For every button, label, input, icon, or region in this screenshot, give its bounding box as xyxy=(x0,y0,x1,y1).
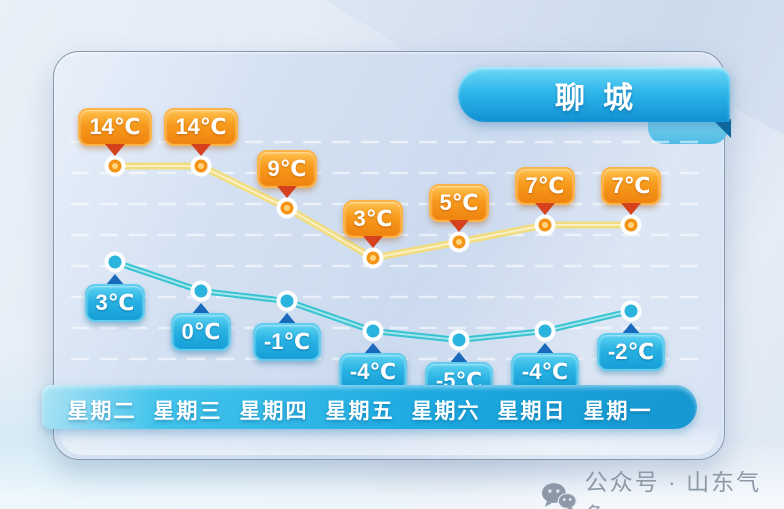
weekday-label: 星期四 xyxy=(239,400,309,423)
low-temperature-point-core xyxy=(280,294,294,308)
weekday-label: 星期日 xyxy=(497,400,567,423)
city-ribbon: 聊城 xyxy=(458,67,730,122)
low-temperature-point-core xyxy=(538,324,552,338)
low-temperature-point-core xyxy=(108,255,122,269)
weekday-label: 星期三 xyxy=(153,400,223,423)
low-temperature-point-core xyxy=(366,324,380,338)
city-title: 聊城 xyxy=(555,81,651,115)
weekday-axis-bar: 星期二 星期三 星期四 星期五 星期六 星期日 星期一 xyxy=(42,385,697,429)
sun-glint-icon xyxy=(456,239,462,245)
sun-glint-icon xyxy=(284,205,290,211)
ribbon-fold-icon xyxy=(712,119,731,138)
sun-glint-icon xyxy=(370,255,376,261)
watermark-label: 公众号 · 山东气象 xyxy=(584,469,762,509)
low-temperature-point-core xyxy=(624,304,638,318)
low-temperature-point-core xyxy=(194,284,208,298)
sun-glint-icon xyxy=(542,222,548,228)
high-temperature-line-highlight xyxy=(114,165,632,259)
high-temperature-line xyxy=(111,162,635,262)
weekday-label: 星期五 xyxy=(325,400,395,423)
weekday-label: 星期二 xyxy=(67,400,137,423)
watermark: 公众号 · 山东气象 xyxy=(541,463,784,509)
sun-glint-icon xyxy=(112,163,118,169)
weekday-label: 星期一 xyxy=(583,400,653,423)
sun-glint-icon xyxy=(628,222,634,228)
low-temperature-point-core xyxy=(452,333,466,347)
sun-glint-icon xyxy=(198,163,204,169)
weekday-label: 星期六 xyxy=(411,400,481,423)
wechat-icon xyxy=(541,483,577,509)
